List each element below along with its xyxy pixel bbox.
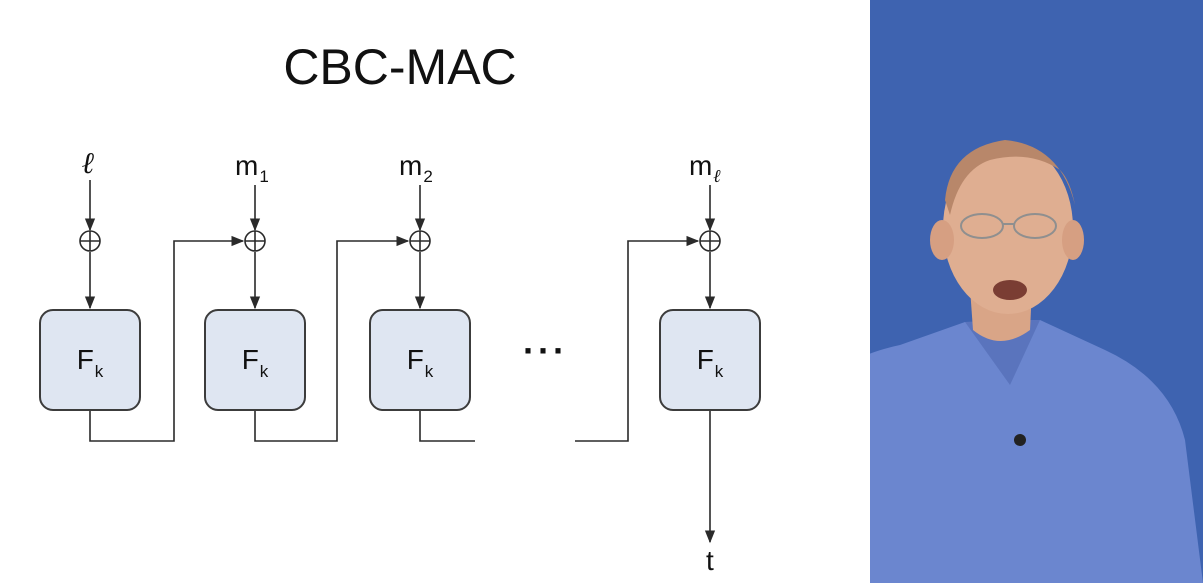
block-label-subscript: k xyxy=(424,362,434,381)
output-tag-label: t xyxy=(706,545,714,576)
message-block-last-label: mℓ xyxy=(689,150,721,187)
block-label-subscript: k xyxy=(94,362,104,381)
block-label-base: F xyxy=(406,344,424,375)
block-label-base: F xyxy=(76,344,94,375)
message-block-1-label: m1 xyxy=(235,150,269,186)
block-label-subscript: k xyxy=(714,362,724,381)
block-cipher-1-label: Fk xyxy=(76,344,104,381)
xor-2 xyxy=(244,230,266,252)
m2-subscript: 2 xyxy=(423,167,433,186)
block-cipher-3-label: Fk xyxy=(406,344,434,381)
block-cipher-2-label: Fk xyxy=(241,344,269,381)
block-label-base: F xyxy=(696,344,714,375)
block-cipher-2: Fk xyxy=(204,309,306,411)
presenter-video-panel xyxy=(870,0,1203,583)
slide-title: CBC-MAC xyxy=(283,39,517,95)
xor-last xyxy=(699,230,721,252)
xor-1 xyxy=(79,230,101,252)
block-label-subscript: k xyxy=(259,362,269,381)
length-input-label: ℓ xyxy=(82,146,95,181)
block-cipher-3: Fk xyxy=(369,309,471,411)
message-block-2-label: m2 xyxy=(399,150,433,186)
m1-base: m xyxy=(235,150,259,181)
ellipsis: ··· xyxy=(523,330,568,371)
block-cipher-last: Fk xyxy=(659,309,761,411)
block-cipher-1: Fk xyxy=(39,309,141,411)
ml-base: m xyxy=(689,150,713,181)
block-cipher-last-label: Fk xyxy=(696,344,724,381)
block-label-base: F xyxy=(241,344,259,375)
ml-subscript: ℓ xyxy=(713,166,722,187)
m1-subscript: 1 xyxy=(259,167,269,186)
xor-3 xyxy=(409,230,431,252)
presenter-image xyxy=(870,140,1203,583)
m2-base: m xyxy=(399,150,423,181)
